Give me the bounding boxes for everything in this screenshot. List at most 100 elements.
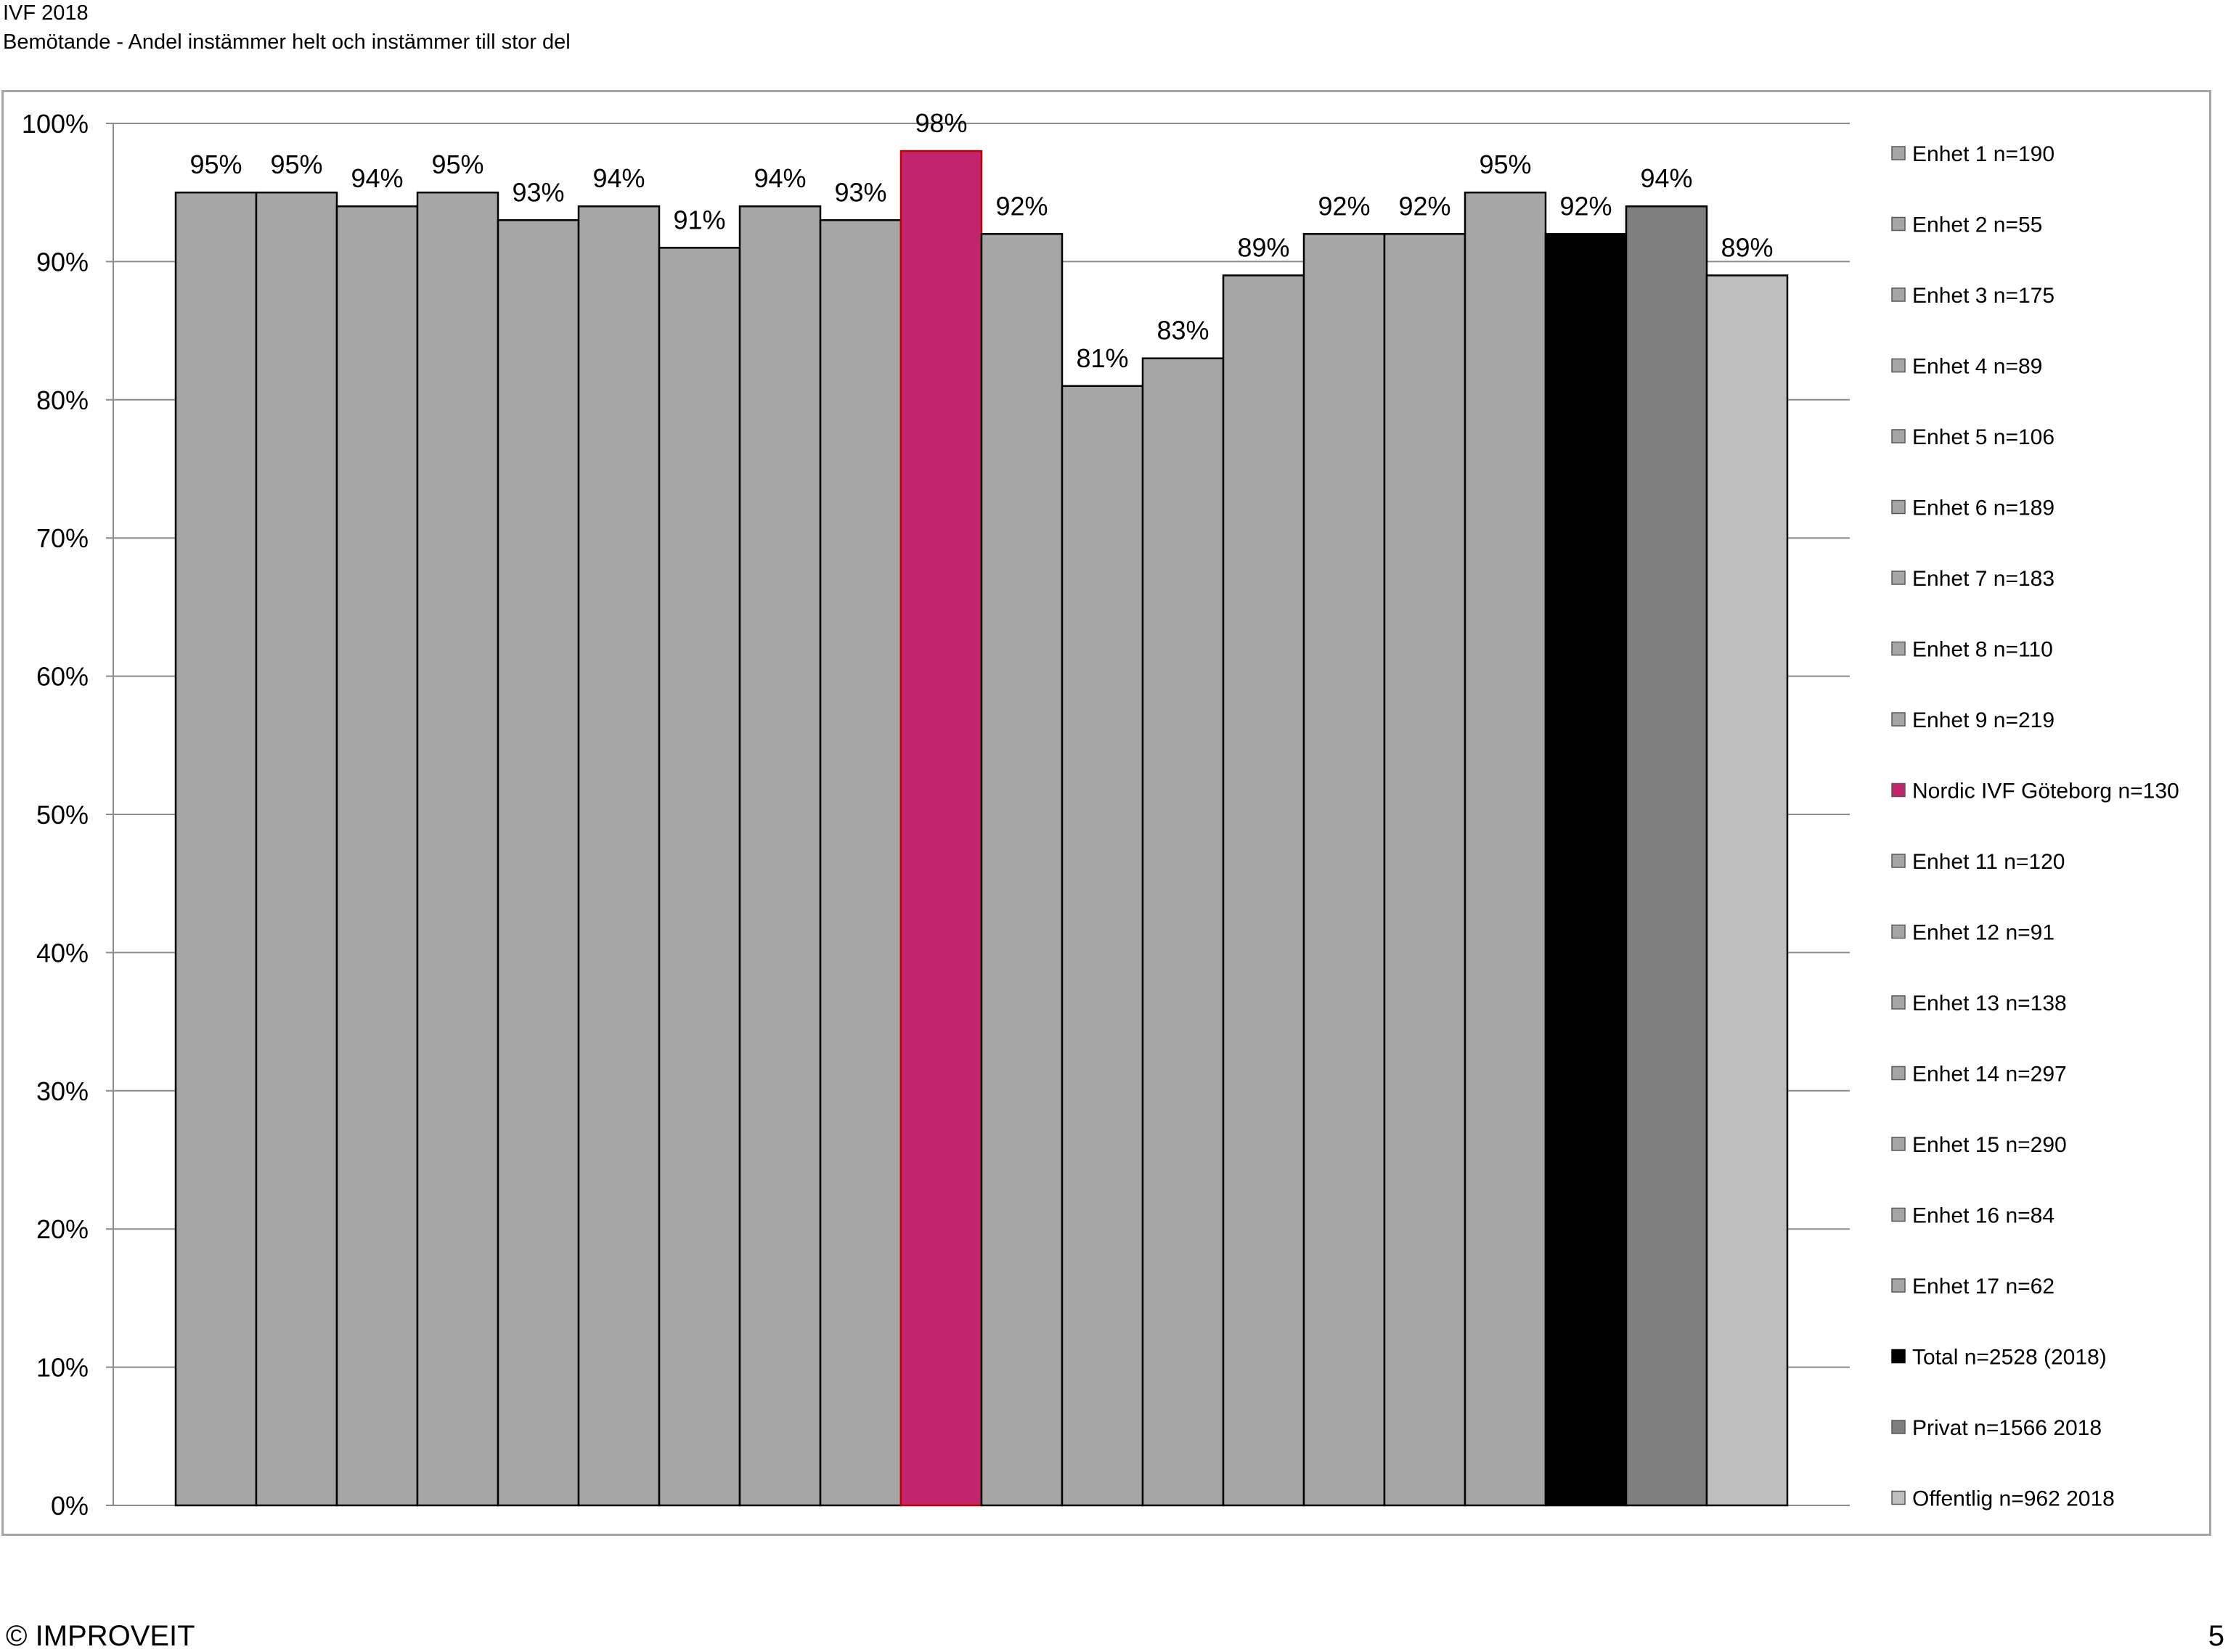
y-tick-label: 10% bbox=[36, 1353, 89, 1383]
data-label: 92% bbox=[1398, 191, 1450, 221]
legend-label: Enhet 14 n=297 bbox=[1912, 1063, 2067, 1087]
bar bbox=[416, 191, 499, 1507]
legend-label: Enhet 3 n=175 bbox=[1912, 284, 2055, 308]
data-label: 94% bbox=[754, 163, 806, 193]
y-tick-label: 30% bbox=[36, 1076, 89, 1106]
legend-swatch bbox=[1891, 1420, 1906, 1434]
legend-swatch bbox=[1891, 1490, 1906, 1505]
legend-label: Enhet 7 n=183 bbox=[1912, 567, 2055, 591]
bar bbox=[174, 191, 258, 1507]
y-tick-label: 0% bbox=[51, 1491, 89, 1521]
bars bbox=[174, 150, 1789, 1507]
bar bbox=[497, 219, 580, 1507]
bar bbox=[1141, 357, 1225, 1507]
data-label: 95% bbox=[1479, 150, 1531, 179]
legend-label: Offentlig n=962 2018 bbox=[1912, 1487, 2115, 1511]
data-label: 95% bbox=[189, 150, 242, 179]
data-label: 95% bbox=[270, 150, 322, 179]
bar bbox=[819, 219, 902, 1507]
legend-swatch bbox=[1891, 1137, 1906, 1151]
legend-label: Enhet 1 n=190 bbox=[1912, 142, 2055, 166]
legend-swatch bbox=[1891, 1207, 1906, 1222]
y-tick-label: 40% bbox=[36, 938, 89, 968]
legend-swatch bbox=[1891, 499, 1906, 515]
bar bbox=[899, 150, 983, 1507]
legend-label: Enhet 8 n=110 bbox=[1912, 638, 2053, 662]
bar bbox=[577, 205, 661, 1507]
y-tick-label: 50% bbox=[36, 800, 89, 830]
bar bbox=[335, 205, 419, 1507]
data-label: 91% bbox=[673, 205, 725, 234]
bar bbox=[1464, 191, 1547, 1507]
legend-label: Enhet 9 n=219 bbox=[1912, 708, 2055, 732]
bar bbox=[1705, 274, 1789, 1507]
y-tick-label: 60% bbox=[36, 662, 89, 692]
data-label: 94% bbox=[1640, 163, 1692, 193]
legend-label: Enhet 6 n=189 bbox=[1912, 496, 2055, 520]
y-tick-label: 20% bbox=[36, 1214, 89, 1244]
legend-label: Enhet 5 n=106 bbox=[1912, 425, 2055, 449]
legend-swatch bbox=[1891, 782, 1906, 798]
legend-swatch bbox=[1891, 1278, 1906, 1293]
chart-subtitle: Bemötande - Andel instämmer helt och ins… bbox=[3, 30, 571, 54]
bar bbox=[980, 233, 1064, 1507]
bar bbox=[1302, 233, 1386, 1507]
y-axis: 0% 10% 20% 30% 40% 50% 60% 70% 80% 90% 100% bbox=[22, 109, 1850, 1521]
report-title: IVF 2018 bbox=[3, 1, 89, 25]
bar bbox=[1544, 233, 1628, 1507]
data-label: 89% bbox=[1721, 232, 1773, 262]
data-label: 98% bbox=[915, 108, 967, 138]
legend-swatch bbox=[1891, 571, 1906, 585]
legend-swatch bbox=[1891, 146, 1906, 160]
y-tick-label: 90% bbox=[36, 247, 89, 277]
legend-label: Nordic IVF Göteborg n=130 bbox=[1912, 780, 2179, 803]
data-label: 94% bbox=[592, 163, 645, 193]
bar bbox=[1061, 385, 1144, 1507]
legend-label: Enhet 11 n=120 bbox=[1912, 850, 2065, 874]
legend-swatch bbox=[1891, 1066, 1906, 1081]
data-label: 95% bbox=[431, 150, 483, 179]
data-label: 93% bbox=[834, 177, 886, 207]
legend-label: Enhet 16 n=84 bbox=[1912, 1204, 2055, 1228]
y-tick-label: 70% bbox=[36, 523, 89, 553]
legend-label: Enhet 17 n=62 bbox=[1912, 1275, 2055, 1299]
data-label: 83% bbox=[1156, 316, 1209, 345]
data-label: 92% bbox=[995, 191, 1048, 221]
bar bbox=[1383, 233, 1466, 1507]
legend-label: Privat n=1566 2018 bbox=[1912, 1416, 2102, 1440]
y-tick-label: 100% bbox=[22, 109, 89, 139]
legend-label: Enhet 2 n=55 bbox=[1912, 213, 2042, 237]
data-label: 92% bbox=[1559, 191, 1612, 221]
legend-swatch bbox=[1891, 1349, 1906, 1364]
legend-label: Enhet 15 n=290 bbox=[1912, 1133, 2067, 1157]
data-label: 89% bbox=[1237, 232, 1289, 262]
y-tick-label: 80% bbox=[36, 385, 89, 415]
data-label: 94% bbox=[351, 163, 403, 193]
legend-swatch bbox=[1891, 358, 1906, 373]
copyright-text: © IMPROVEIT bbox=[6, 1620, 195, 1652]
legend-label: Enhet 13 n=138 bbox=[1912, 991, 2067, 1015]
legend-swatch bbox=[1891, 854, 1906, 868]
legend-label: Enhet 4 n=89 bbox=[1912, 355, 2042, 379]
legend-swatch bbox=[1891, 287, 1906, 302]
legend-label: Enhet 12 n=91 bbox=[1912, 921, 2055, 945]
data-label: 93% bbox=[512, 177, 564, 207]
legend-swatch bbox=[1891, 924, 1906, 939]
legend: Enhet 1 n=190 Enhet 2 n=55 Enhet 3 n=175 En… bbox=[1891, 142, 2179, 1511]
legend-swatch bbox=[1891, 995, 1906, 1010]
data-label: 92% bbox=[1318, 191, 1370, 221]
legend-swatch bbox=[1891, 216, 1906, 232]
bar bbox=[255, 191, 338, 1507]
bar bbox=[658, 247, 741, 1507]
bar bbox=[1222, 274, 1305, 1507]
legend-swatch bbox=[1891, 641, 1906, 656]
legend-swatch bbox=[1891, 429, 1906, 443]
page-number: 5 bbox=[2208, 1620, 2224, 1652]
bar bbox=[738, 205, 822, 1507]
data-labels: 95% 95% 94% 95% 93% 94% 91% 94% 93% 98% 92% 81% 83% 8… bbox=[189, 108, 1773, 373]
legend-label: Total n=2528 (2018) bbox=[1912, 1346, 2107, 1370]
bar bbox=[1625, 205, 1708, 1507]
legend-swatch bbox=[1891, 712, 1906, 727]
data-label: 81% bbox=[1076, 343, 1128, 373]
